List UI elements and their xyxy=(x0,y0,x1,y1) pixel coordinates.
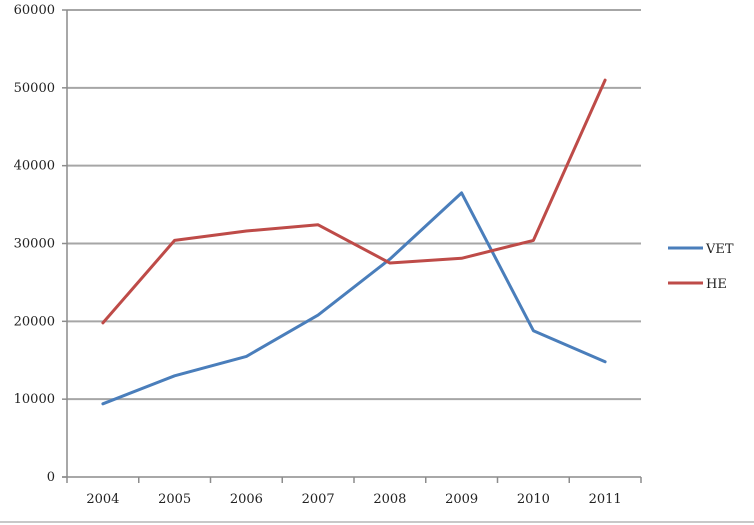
legend: VET HE xyxy=(668,242,734,292)
y-tick-label: 60000 xyxy=(14,3,55,18)
y-tick-label: 0 xyxy=(47,470,55,485)
x-tick-label: 2008 xyxy=(373,492,406,507)
y-tick-label: 10000 xyxy=(14,392,55,407)
x-tick-label: 2005 xyxy=(158,492,191,507)
x-tick-labels: 2004 2005 2006 2007 2008 2009 2010 2011 xyxy=(86,492,621,507)
x-tick-label: 2010 xyxy=(517,492,550,507)
series-line-vet xyxy=(101,191,607,406)
y-tick-label: 40000 xyxy=(14,159,55,174)
x-tick-label: 2006 xyxy=(230,492,263,507)
axes xyxy=(62,9,642,483)
legend-label-vet: VET xyxy=(705,242,734,257)
x-tick-label: 2007 xyxy=(302,492,335,507)
y-tick-labels: 0 10000 20000 30000 40000 50000 60000 xyxy=(14,3,55,485)
y-tick-label: 50000 xyxy=(14,81,55,96)
series-line-he xyxy=(101,78,607,325)
bottom-divider xyxy=(0,521,754,523)
y-tick-label: 30000 xyxy=(14,237,55,252)
x-tick-label: 2011 xyxy=(589,492,622,507)
series-lines xyxy=(101,78,607,406)
y-tick-label: 20000 xyxy=(14,314,55,329)
x-tick-label: 2004 xyxy=(86,492,119,507)
legend-label-he: HE xyxy=(706,277,727,292)
x-tick-label: 2009 xyxy=(445,492,478,507)
